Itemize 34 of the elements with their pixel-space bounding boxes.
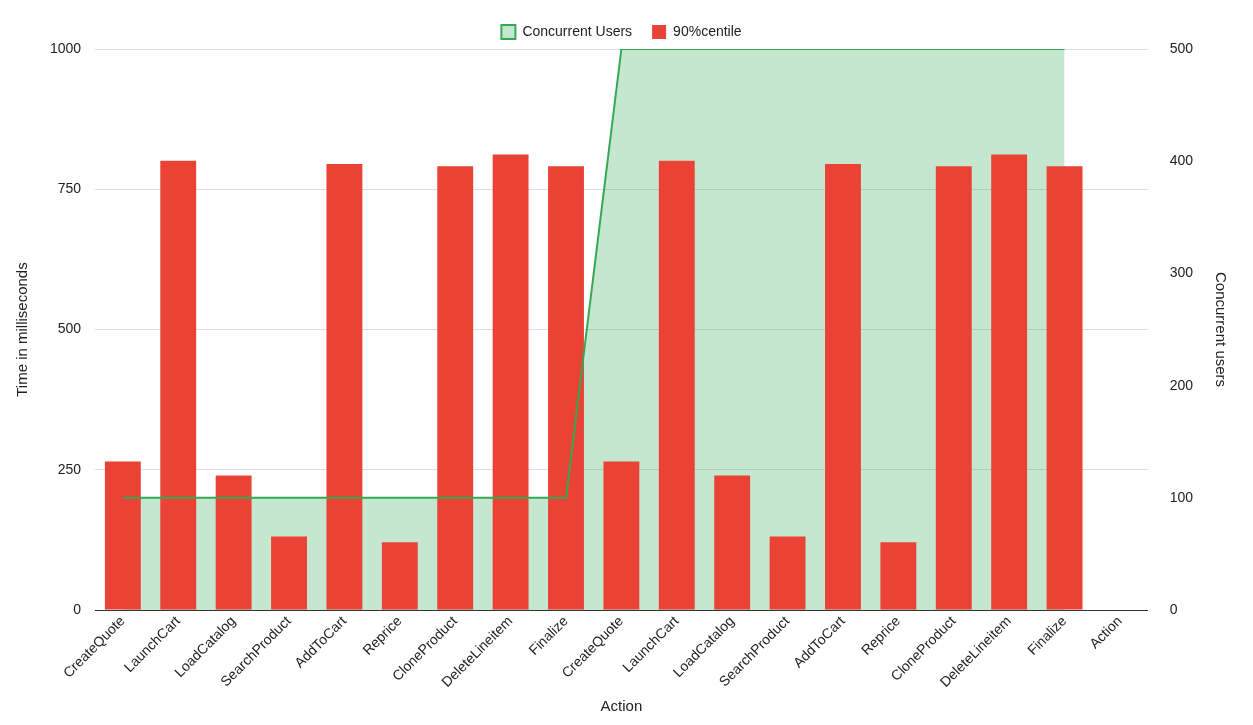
y-tick-label: 250	[57, 460, 82, 477]
bar	[548, 166, 584, 610]
bar	[769, 536, 806, 610]
bar	[714, 475, 751, 610]
y-tick-label: 500	[57, 320, 82, 337]
bar	[825, 164, 861, 610]
bar	[271, 536, 307, 610]
legend-label: Concurrent Users	[522, 22, 633, 39]
y2-tick-label: 500	[1169, 39, 1194, 56]
y2-tick-label: 0	[1169, 600, 1178, 617]
bar	[492, 154, 529, 610]
bar	[935, 166, 972, 610]
y-tick-label: 0	[73, 600, 82, 617]
bar	[437, 166, 474, 610]
bar	[326, 164, 363, 610]
y2-tick-label: 400	[1169, 152, 1194, 169]
y2-tick-label: 300	[1169, 264, 1194, 281]
y-tick-label: 1000	[49, 39, 82, 56]
bar	[104, 461, 141, 610]
y2-axis-title: Concurrent users	[1212, 272, 1230, 388]
bar	[880, 542, 917, 610]
x-axis-title: Action	[600, 697, 643, 715]
y2-tick-label: 100	[1169, 488, 1194, 505]
bar	[991, 154, 1028, 610]
bar	[215, 475, 252, 610]
bar	[658, 160, 695, 610]
bar	[603, 461, 640, 610]
bar	[160, 160, 197, 610]
y-tick-label: 750	[57, 180, 82, 197]
y-axis-title: Time in milliseconds	[13, 262, 31, 397]
legend-label: 90%centile	[673, 22, 742, 39]
bar	[1046, 166, 1083, 610]
bar	[381, 542, 418, 610]
y2-tick-label: 200	[1169, 376, 1194, 393]
